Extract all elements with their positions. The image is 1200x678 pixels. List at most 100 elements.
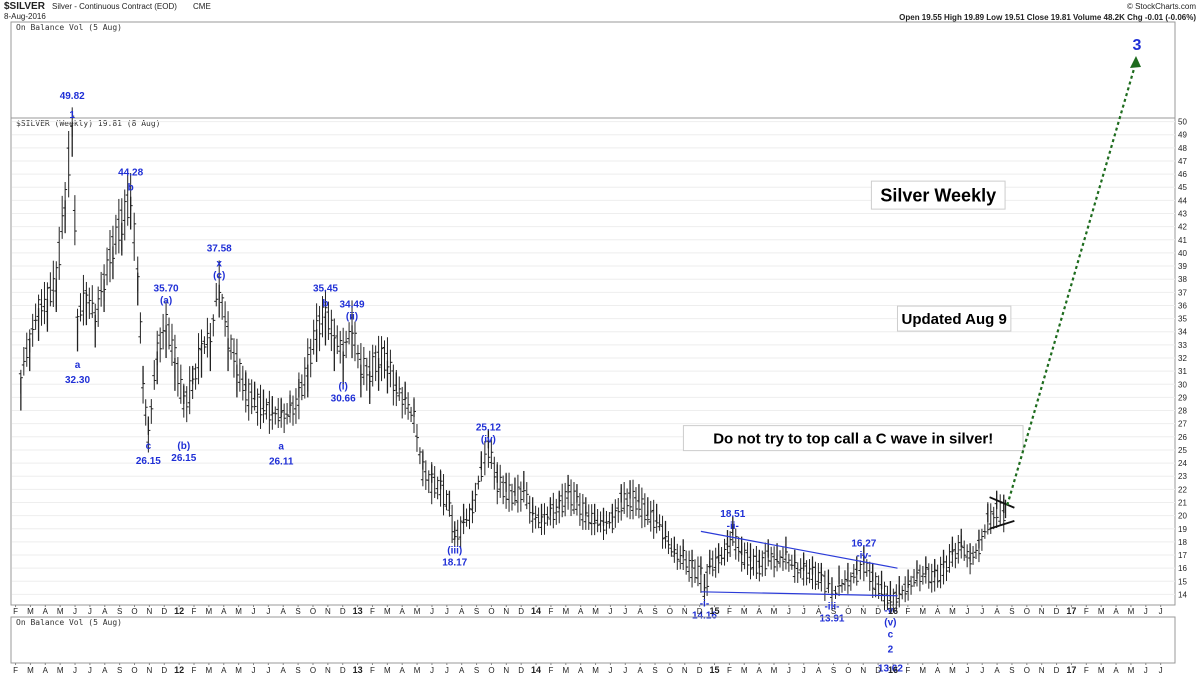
x-tick-label: A [816,607,822,616]
x-tick-label: M [1098,666,1105,675]
x-tick-label: A [1113,666,1119,675]
x-tick-label: J [787,607,791,616]
wave-label: (b) [177,441,190,452]
x-tick-label: 13 [353,665,363,675]
y-tick-label: 38 [1178,275,1187,284]
wave-label: 34.49 [340,299,365,310]
y-tick-label: 25 [1178,446,1187,455]
x-tick-label: J [88,607,92,616]
x-tick-label: M [562,607,569,616]
wave-label: c [888,629,894,640]
y-tick-label: 30 [1178,380,1187,389]
x-tick-label: D [875,666,881,675]
x-tick-label: F [905,607,910,616]
annotation-text: Silver Weekly [880,185,996,205]
x-tick-label: J [445,666,449,675]
wave-label: (iii) [447,546,462,557]
x-tick-label: S [117,666,122,675]
x-tick-label: D [518,607,524,616]
x-tick-label: N [860,607,866,616]
x-tick-label: J [965,607,969,616]
wave-label: 37.58 [207,244,232,255]
x-tick-label: M [592,607,599,616]
x-tick-label: N [325,666,331,675]
x-tick-label: A [578,666,584,675]
wedge-upper [989,496,1015,509]
wedge-pattern [989,496,1015,530]
x-tick-label: N [503,607,509,616]
x-tick-label: O [845,666,851,675]
x-tick-label: J [965,666,969,675]
x-tick-label: A [578,607,584,616]
wave-label: 25.12 [476,422,501,433]
wave-3-projection: 3 [1006,37,1142,506]
y-tick-label: 15 [1178,577,1187,586]
x-tick-label: D [340,666,346,675]
y-tick-label: 21 [1178,498,1187,507]
trendline [700,530,898,569]
wave-label: 26.11 [269,456,294,467]
trendlines [700,530,898,597]
wave-label: 13.91 [819,614,844,625]
bottom-indicator-panel [10,616,1176,664]
wave-label: a [278,441,284,452]
x-tick-label: A [400,607,406,616]
x-tick-label: M [235,666,242,675]
exchange-label: CME [193,2,211,11]
wave-label: (c) [213,271,225,282]
wave-label: 18.17 [442,558,467,569]
x-tick-label: S [474,607,479,616]
y-tick-label: 46 [1178,170,1187,179]
x-tick-label: 12 [174,606,184,616]
x-tick-label: F [905,666,910,675]
y-tick-label: 45 [1178,183,1187,192]
x-tick-label: N [146,666,152,675]
wave-label: (ii) [346,311,358,322]
price-gridlines [12,121,1175,595]
annotation-box [870,180,1006,210]
x-tick-label: J [266,607,270,616]
chart-date: 8-Aug-2016 [4,12,46,21]
x-tick-label: O [310,666,316,675]
wave-label: 16.27 [851,539,876,550]
x-tick-label: J [445,607,449,616]
price-bars [18,107,1007,613]
y-tick-label: 43 [1178,210,1187,219]
x-tick-label: A [281,607,287,616]
wave-label: (v) [884,617,896,628]
y-tick-label: 33 [1178,341,1187,350]
y-tick-label: 23 [1178,472,1187,481]
y-tick-label: 47 [1178,157,1187,166]
wave-label: 1 [69,110,75,121]
x-tick-label: A [816,666,822,675]
x-tick-label: M [741,607,748,616]
x-tick-label: N [1039,666,1045,675]
x-tick-label: F [548,666,553,675]
x-tick-label: N [860,666,866,675]
wave-label: -iv- [856,551,871,562]
symbol-title: $SILVER [4,1,46,12]
x-tick-label: N [1039,607,1045,616]
x-tick-label: S [295,607,300,616]
x-tick-label: D [697,666,703,675]
x-tick-label: 14 [531,606,541,616]
x-tick-label: A [459,607,465,616]
x-tick-label: J [266,666,270,675]
x-tick-label: M [27,666,34,675]
x-tick-label: J [430,666,434,675]
x-tick-label: N [146,607,152,616]
x-tick-label: 15 [710,665,720,675]
x-tick-label: M [949,607,956,616]
x-tick-label: A [1113,607,1119,616]
y-tick-label: 40 [1178,249,1187,258]
x-tick-label: J [608,607,612,616]
projection-line [1006,61,1138,506]
x-tick-label: F [370,666,375,675]
x-tick-label: M [235,607,242,616]
x-tick-label: M [949,666,956,675]
x-tick-label: N [503,666,509,675]
bottom-indicator-legend: On Balance Vol (5 Aug) [16,618,122,627]
x-tick-label: S [652,666,657,675]
x-tick-label: M [562,666,569,675]
x-tick-label: J [251,607,255,616]
